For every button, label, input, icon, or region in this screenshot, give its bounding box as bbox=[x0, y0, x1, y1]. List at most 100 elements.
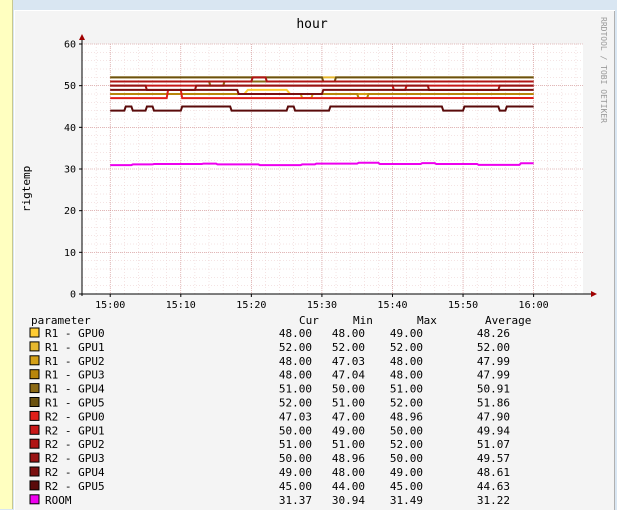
legend-min: 51.00 bbox=[332, 438, 365, 451]
series-line bbox=[110, 84, 534, 91]
legend-max: 48.00 bbox=[390, 355, 423, 368]
x-tick-label: 15:40 bbox=[377, 300, 407, 311]
rrd-chart: hour rigtemp RRDTOOL / TOBI OETIKER 0 10 2… bbox=[20, 17, 608, 507]
legend-name: R2 - GPU4 bbox=[45, 466, 105, 479]
legend-max: 50.00 bbox=[390, 424, 423, 437]
legend-name: R2 - GPU0 bbox=[45, 410, 105, 423]
y-tick-label: 0 bbox=[70, 290, 76, 301]
legend-max: 49.00 bbox=[390, 466, 423, 479]
series-line bbox=[110, 88, 534, 95]
legend-swatch bbox=[29, 369, 40, 380]
legend-avg: 44.63 bbox=[477, 480, 510, 493]
legend-cur: 52.00 bbox=[279, 341, 312, 354]
x-tick-label: 15:20 bbox=[236, 300, 266, 311]
y-tick-label: 50 bbox=[64, 81, 76, 92]
legend-name: ROOM bbox=[45, 494, 72, 507]
legend-name: R2 - GPU3 bbox=[45, 452, 105, 465]
legend-max: 45.00 bbox=[390, 480, 423, 493]
series-line bbox=[110, 105, 534, 112]
chart-title: hour bbox=[296, 17, 327, 32]
legend-cur: 49.00 bbox=[279, 466, 312, 479]
legend-min: 47.00 bbox=[332, 410, 365, 423]
legend-min: 49.00 bbox=[332, 424, 365, 437]
y-tick-label: 20 bbox=[64, 206, 76, 217]
legend-cur: 48.00 bbox=[279, 327, 312, 340]
legend-name: R1 - GPU0 bbox=[45, 327, 105, 340]
legend-swatch bbox=[29, 480, 40, 491]
legend-name: R2 - GPU5 bbox=[45, 480, 105, 493]
legend-cur: 50.00 bbox=[279, 424, 312, 437]
legend-cur: 51.00 bbox=[279, 383, 312, 396]
legend-header: Cur bbox=[299, 314, 319, 327]
legend-cur: 52.00 bbox=[279, 397, 312, 410]
legend-min: 47.03 bbox=[332, 355, 365, 368]
x-tick-label: 15:10 bbox=[166, 300, 196, 311]
y-tick-label: 40 bbox=[64, 123, 76, 134]
legend-swatch bbox=[29, 438, 40, 449]
legend-max: 50.00 bbox=[390, 452, 423, 465]
legend-swatch bbox=[29, 341, 40, 352]
side-strip bbox=[0, 0, 13, 509]
legend-avg: 51.86 bbox=[477, 397, 510, 410]
legend-swatch bbox=[29, 327, 40, 338]
legend-header: Max bbox=[417, 314, 437, 327]
legend-header: Min bbox=[353, 314, 373, 327]
legend-swatch bbox=[29, 397, 40, 407]
legend-header: Average bbox=[485, 314, 531, 327]
legend-cur: 48.00 bbox=[279, 369, 312, 382]
legend-min: 30.94 bbox=[332, 494, 365, 507]
legend-swatch bbox=[29, 452, 40, 463]
legend-max: 52.00 bbox=[390, 397, 423, 410]
legend-swatch bbox=[29, 383, 40, 394]
legend-max: 52.00 bbox=[390, 438, 423, 451]
legend-name: R1 - GPU5 bbox=[45, 397, 105, 410]
legend-name: R2 - GPU1 bbox=[45, 424, 105, 437]
legend-swatch bbox=[29, 410, 40, 421]
legend-swatch bbox=[29, 494, 40, 505]
legend-name: R2 - GPU2 bbox=[45, 438, 105, 451]
legend-min: 48.00 bbox=[332, 327, 365, 340]
legend-cur: 51.00 bbox=[279, 438, 312, 451]
legend-avg: 47.99 bbox=[477, 355, 510, 368]
y-tick-label: 30 bbox=[64, 165, 76, 176]
axes: 0 10 20 30 40 50 60 15:00 15:10 15:20 15:30 15:40 15… bbox=[64, 34, 597, 311]
series-lines bbox=[110, 76, 534, 167]
legend-cur: 31.37 bbox=[279, 494, 312, 507]
legend-avg: 51.07 bbox=[477, 438, 510, 451]
legend-min: 47.04 bbox=[332, 369, 365, 382]
graph-panel: hour rigtemp RRDTOOL / TOBI OETIKER 0 10 2… bbox=[14, 10, 615, 510]
legend-min: 52.00 bbox=[332, 341, 365, 354]
legend-name: R1 - GPU4 bbox=[45, 383, 105, 396]
y-axis-arrow bbox=[79, 34, 85, 40]
legend-name: R1 - GPU3 bbox=[45, 369, 105, 382]
legend-avg: 31.22 bbox=[477, 494, 510, 507]
legend-header: parameter bbox=[31, 314, 91, 327]
legend-swatch bbox=[29, 355, 40, 366]
legend-name: R1 - GPU2 bbox=[45, 355, 105, 368]
legend-avg: 49.57 bbox=[477, 452, 510, 465]
legend-cur: 45.00 bbox=[279, 480, 312, 493]
x-axis-arrow bbox=[591, 291, 597, 297]
legend-max: 52.00 bbox=[390, 341, 423, 354]
legend-min: 44.00 bbox=[332, 480, 365, 493]
legend-avg: 48.26 bbox=[477, 327, 510, 340]
legend-swatch bbox=[29, 466, 40, 477]
legend-max: 48.00 bbox=[390, 369, 423, 382]
legend-max: 31.49 bbox=[390, 494, 423, 507]
legend-avg: 50.91 bbox=[477, 383, 510, 396]
legend-avg: 47.99 bbox=[477, 369, 510, 382]
legend-min: 48.96 bbox=[332, 452, 365, 465]
legend-cur: 50.00 bbox=[279, 452, 312, 465]
legend-avg: 47.90 bbox=[477, 410, 510, 423]
x-tick-label: 15:00 bbox=[95, 300, 125, 311]
x-tick-label: 15:50 bbox=[448, 300, 478, 311]
legend-max: 51.00 bbox=[390, 383, 423, 396]
series-line bbox=[110, 76, 534, 83]
y-axis-label: rigtemp bbox=[20, 166, 33, 212]
legend-max: 48.96 bbox=[390, 410, 423, 423]
y-tick-label: 60 bbox=[64, 40, 76, 51]
legend-min: 48.00 bbox=[332, 466, 365, 479]
legend-avg: 48.61 bbox=[477, 466, 510, 479]
x-tick-label: 15:30 bbox=[307, 300, 337, 311]
